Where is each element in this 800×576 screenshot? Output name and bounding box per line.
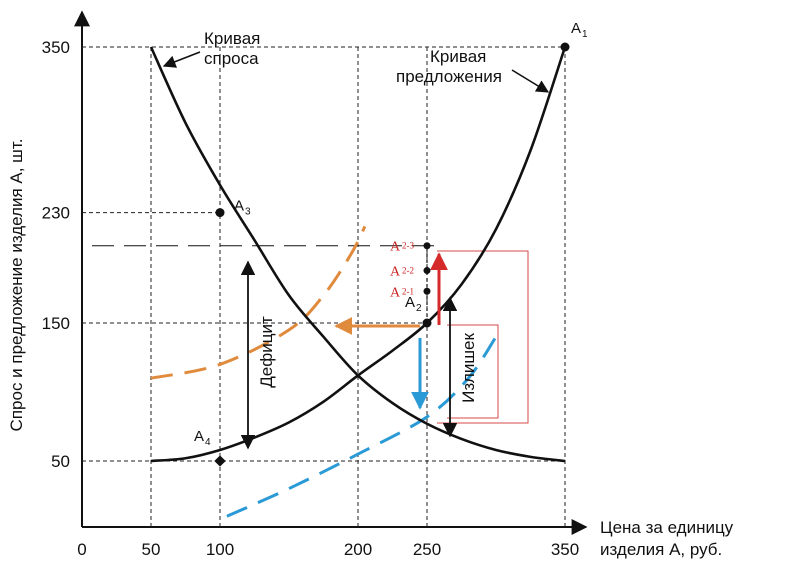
surplus-label: Излишек xyxy=(459,333,478,403)
x-tick-0: 0 xyxy=(77,540,86,559)
point-a4 xyxy=(214,455,226,467)
demand-curve xyxy=(149,46,566,463)
x-axis-title-line2: изделия А, руб. xyxy=(600,540,722,559)
point-label-a1: A xyxy=(571,20,581,37)
x-tick-50: 50 xyxy=(142,540,161,559)
x-axis-title-line1: Цена за единицу xyxy=(600,518,734,537)
point-sublabel-a1: 1 xyxy=(582,29,588,40)
point-label-a2-2: A xyxy=(390,265,401,280)
y-tick-150: 150 xyxy=(42,314,70,333)
x-tick-250: 250 xyxy=(413,540,441,559)
point-sublabel-a4: 4 xyxy=(205,437,211,448)
point-label-a2-3: A xyxy=(390,240,401,255)
y-axis-title: Спрос и предложение изделия А, шт. xyxy=(7,139,26,432)
point-a2-2 xyxy=(423,267,431,275)
demand-label-line1: Кривая xyxy=(204,29,260,48)
y-tick-350: 350 xyxy=(42,38,70,57)
point-sublabel-a2-1: 2-1 xyxy=(402,286,414,296)
deficit-label: Дефицит xyxy=(257,316,276,388)
supply-label-arrow xyxy=(511,69,550,93)
point-label-a4: A xyxy=(194,428,204,445)
dashed-curve-0 xyxy=(150,225,367,380)
ticks: 0 50 100 200 250 350 50 150 230 350 xyxy=(42,38,580,559)
y-tick-230: 230 xyxy=(42,204,70,223)
point-label-a2: A xyxy=(405,294,415,311)
y-tick-50: 50 xyxy=(51,452,70,471)
dashed-curves xyxy=(150,225,498,518)
point-a3 xyxy=(215,208,225,218)
x-tick-200: 200 xyxy=(344,540,372,559)
supply-label-line2: предложения xyxy=(396,67,502,86)
point-sublabel-a2: 2 xyxy=(416,303,422,314)
demand-label-arrow xyxy=(162,51,201,68)
point-sublabel-a3: 3 xyxy=(245,207,251,218)
point-a1 xyxy=(560,42,570,52)
point-sublabel-a2-3: 2-3 xyxy=(402,241,414,251)
point-label-a3: A xyxy=(234,198,244,215)
point-label-a2-1: A xyxy=(390,285,401,300)
point-sublabel-a2-2: 2-2 xyxy=(402,266,414,276)
demand-label-line2: спроса xyxy=(204,49,259,68)
reference-lines xyxy=(82,46,566,527)
red-bracket-inner xyxy=(447,324,499,419)
x-tick-100: 100 xyxy=(206,540,234,559)
x-tick-350: 350 xyxy=(551,540,579,559)
point-a2-3 xyxy=(423,242,431,250)
curves xyxy=(149,46,567,463)
dashed-curve-1 xyxy=(226,335,498,518)
supply-label-line1: Кривая xyxy=(430,47,486,66)
demand-label: Кривая спроса xyxy=(162,29,260,68)
supply-curve xyxy=(150,46,567,463)
points: A 1A 2A 3A 4A 2-1A 2-2A 2-3 xyxy=(194,20,588,467)
supply-label: Кривая предложения xyxy=(396,47,550,93)
